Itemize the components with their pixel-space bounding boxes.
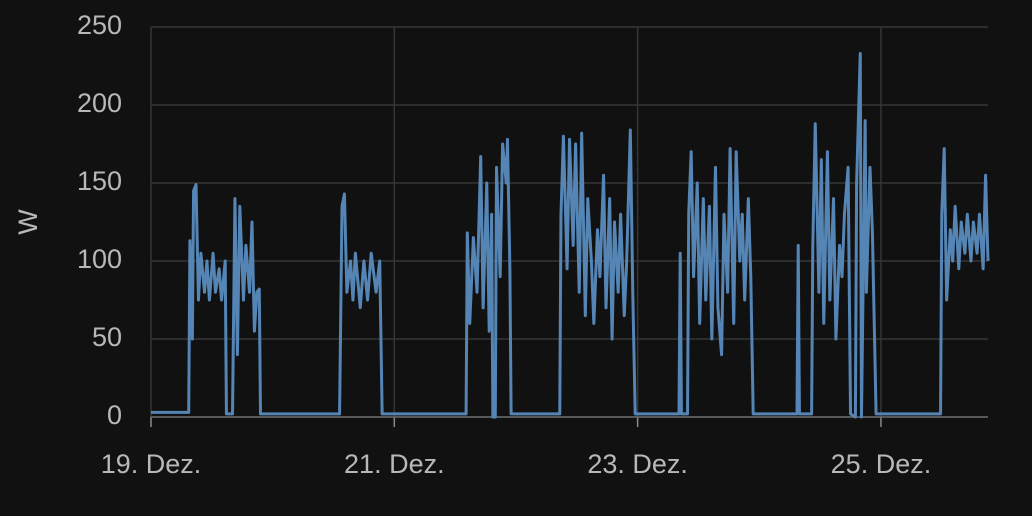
x-tick-label: 21. Dez. (344, 449, 445, 479)
y-axis-label: W (13, 209, 43, 235)
y-tick-label: 150 (77, 166, 122, 196)
y-tick-label: 100 (77, 244, 122, 274)
x-tick-label: 23. Dez. (587, 449, 688, 479)
y-tick-label: 50 (92, 322, 122, 352)
x-tick-label: 25. Dez. (831, 449, 932, 479)
data-line (151, 52, 990, 419)
y-tick-label: 200 (77, 88, 122, 118)
x-tick-label: 19. Dez. (101, 449, 202, 479)
y-tick-label: 250 (77, 10, 122, 40)
y-tick-label: 0 (107, 400, 122, 430)
